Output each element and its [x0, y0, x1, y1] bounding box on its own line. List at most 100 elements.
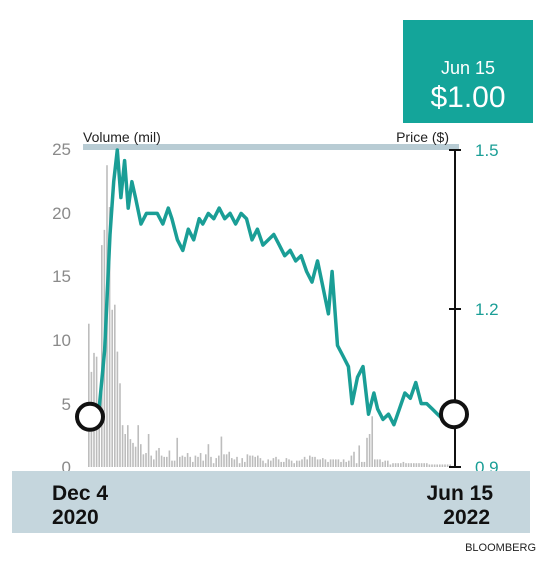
end-date-label: Jun 15 — [426, 482, 493, 505]
volume-bar — [153, 459, 155, 467]
volume-bar — [363, 461, 366, 467]
volume-bar — [127, 425, 129, 467]
volume-bar — [267, 459, 270, 467]
volume-bar — [259, 458, 262, 467]
price-tick-label: 1.2 — [475, 300, 499, 319]
volume-tick-label: 0 — [62, 458, 71, 477]
volume-bar — [449, 464, 452, 467]
volume-bar — [418, 463, 420, 467]
volume-bar — [129, 439, 132, 467]
volume-bar — [137, 425, 140, 467]
volume-bar — [436, 464, 439, 467]
volume-bar — [384, 460, 387, 467]
volume-bar — [207, 444, 210, 467]
volume-bar — [244, 461, 246, 467]
volume-bar — [147, 434, 150, 467]
volume-bar — [306, 459, 309, 467]
volume-bar — [379, 459, 381, 467]
volume-bar — [428, 464, 431, 467]
volume-bar — [350, 455, 353, 467]
volume-bar — [420, 463, 423, 467]
volume-bar — [205, 454, 207, 467]
volume-tick-label: 10 — [52, 331, 71, 350]
volume-axis-label: Volume (mil) — [83, 129, 161, 145]
top-axis-band — [83, 144, 459, 150]
volume-bar — [197, 456, 199, 467]
volume-bar — [108, 207, 111, 467]
volume-bar — [374, 459, 376, 467]
volume-bar — [319, 459, 322, 467]
volume-bar — [296, 460, 298, 467]
volume-bar — [210, 456, 212, 467]
volume-bar — [215, 458, 218, 467]
volume-bar — [366, 437, 368, 467]
volume-bar — [355, 463, 358, 467]
volume-bar — [134, 446, 137, 467]
volume-bar — [168, 450, 171, 467]
price-axis-label: Price ($) — [396, 129, 449, 145]
volume-bar — [158, 447, 160, 467]
volume-bar — [301, 459, 303, 467]
volume-bar — [186, 453, 189, 467]
volume-bar — [322, 458, 324, 467]
volume-bar — [405, 463, 407, 467]
volume-bar — [402, 461, 405, 467]
volume-bar — [407, 463, 410, 467]
volume-bar — [283, 461, 285, 467]
volume-bar — [132, 442, 134, 467]
price-tick-label: 1.5 — [475, 141, 499, 160]
volume-bar — [140, 444, 142, 467]
volume-bar — [184, 456, 186, 467]
volume-bar — [231, 458, 233, 467]
volume-bar — [116, 351, 119, 467]
volume-bar — [179, 456, 181, 467]
volume-bar — [441, 464, 444, 467]
volume-bar — [163, 456, 166, 467]
volume-axis: 25 20 15 10 5 0 — [52, 140, 71, 477]
volume-bar — [114, 304, 116, 467]
volume-bar — [389, 464, 392, 467]
volume-bar — [171, 460, 173, 467]
volume-bar — [368, 434, 371, 467]
volume-bar — [233, 459, 236, 467]
volume-bar — [264, 463, 267, 467]
volume-bar — [194, 455, 197, 467]
volume-bar — [415, 463, 418, 467]
volume-bar — [324, 459, 327, 467]
volume-bar — [433, 464, 436, 467]
volume-bar — [98, 413, 101, 467]
volume-tick-label: 5 — [62, 395, 71, 414]
volume-bar — [397, 463, 400, 467]
volume-bar — [228, 451, 231, 467]
volume-bar — [155, 450, 158, 467]
volume-bar — [181, 455, 184, 467]
volume-bar — [358, 445, 361, 467]
volume-bar — [262, 460, 264, 467]
volume-bar — [270, 460, 272, 467]
start-year-label: 2020 — [52, 506, 99, 529]
volume-bar — [124, 434, 127, 467]
volume-bar — [423, 463, 426, 467]
volume-bar — [337, 459, 340, 467]
volume-bar — [376, 459, 379, 467]
volume-bar — [371, 416, 374, 467]
volume-bar — [392, 463, 394, 467]
price-callout-box — [403, 20, 533, 123]
volume-bar — [277, 459, 280, 467]
volume-tick-label: 15 — [52, 267, 71, 286]
volume-bar — [293, 463, 296, 467]
volume-bar — [241, 458, 244, 467]
volume-bar — [150, 455, 153, 467]
volume-bar — [275, 456, 277, 467]
volume-bar — [316, 459, 319, 467]
volume-bar — [446, 464, 449, 467]
source-label: BLOOMBERG — [465, 542, 536, 554]
volume-bar — [280, 461, 283, 467]
volume-bar — [246, 454, 249, 467]
volume-bar — [101, 245, 103, 467]
volume-bar — [288, 459, 290, 467]
volume-bar — [257, 455, 259, 467]
start-date-label: Dec 4 — [52, 482, 108, 505]
price-line — [88, 148, 456, 427]
volume-bar — [311, 456, 314, 467]
